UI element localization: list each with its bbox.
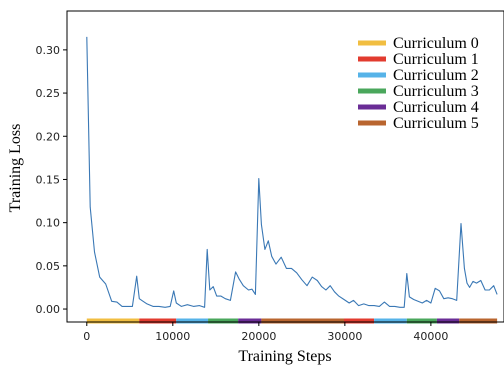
x-tick-label: 10000 xyxy=(155,330,190,343)
loss-series-line-0 xyxy=(86,36,498,308)
y-axis: 0.00 0.05 0.10 0.15 0.20 0.25 0.30 xyxy=(36,44,67,316)
x-axis-label: Training Steps xyxy=(238,348,331,365)
y-tick-label: 0.10 xyxy=(36,217,61,230)
plot-frame xyxy=(66,10,504,323)
legend-label-4: Curriculum 4 xyxy=(393,99,479,116)
legend-label-2: Curriculum 2 xyxy=(393,67,479,84)
legend-label-0: Curriculum 0 xyxy=(393,35,479,52)
y-tick-label: 0.20 xyxy=(36,130,61,143)
x-tick-label: 40000 xyxy=(413,330,448,343)
y-tick-label: 0.05 xyxy=(36,260,61,273)
series-layer xyxy=(86,36,498,308)
y-tick-label: 0.15 xyxy=(36,173,61,186)
legend-label-1: Curriculum 1 xyxy=(393,51,479,68)
legend-label-5: Curriculum 5 xyxy=(393,115,479,132)
x-tick-label: 20000 xyxy=(241,330,276,343)
y-tick-label: 0.30 xyxy=(36,44,61,57)
legend-label-3: Curriculum 3 xyxy=(393,83,479,100)
x-axis: 0 10000 20000 30000 40000 xyxy=(83,322,448,343)
y-tick-label: 0.00 xyxy=(36,303,61,316)
x-tick-label: 30000 xyxy=(327,330,362,343)
x-tick-label: 0 xyxy=(83,330,90,343)
y-axis-label: Training Loss xyxy=(7,124,24,213)
y-tick-label: 0.25 xyxy=(36,87,61,100)
